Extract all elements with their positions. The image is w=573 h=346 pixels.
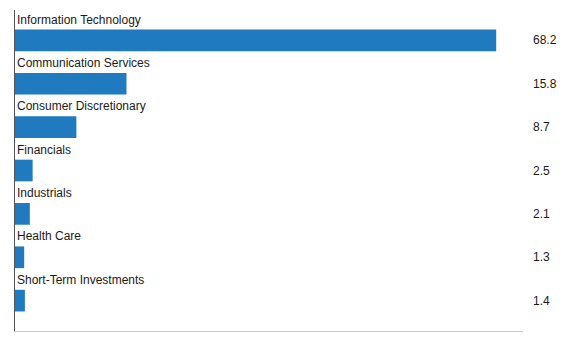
- svg-text:15.8: 15.8: [533, 77, 557, 91]
- svg-text:2.5: 2.5: [533, 164, 550, 178]
- svg-text:Health Care: Health Care: [17, 229, 81, 243]
- svg-text:Financials: Financials: [17, 143, 71, 157]
- svg-text:Information Technology: Information Technology: [17, 13, 141, 27]
- svg-text:Communication Services: Communication Services: [17, 56, 150, 70]
- svg-text:Consumer Discretionary: Consumer Discretionary: [17, 99, 146, 113]
- svg-text:Short-Term Investments: Short-Term Investments: [17, 273, 144, 287]
- svg-text:2.1: 2.1: [533, 207, 550, 221]
- svg-text:8.7: 8.7: [533, 120, 550, 134]
- svg-text:68.2: 68.2: [533, 33, 557, 47]
- svg-text:Industrials: Industrials: [17, 186, 72, 200]
- svg-text:1.3: 1.3: [533, 250, 550, 264]
- svg-text:1.4: 1.4: [533, 294, 550, 308]
